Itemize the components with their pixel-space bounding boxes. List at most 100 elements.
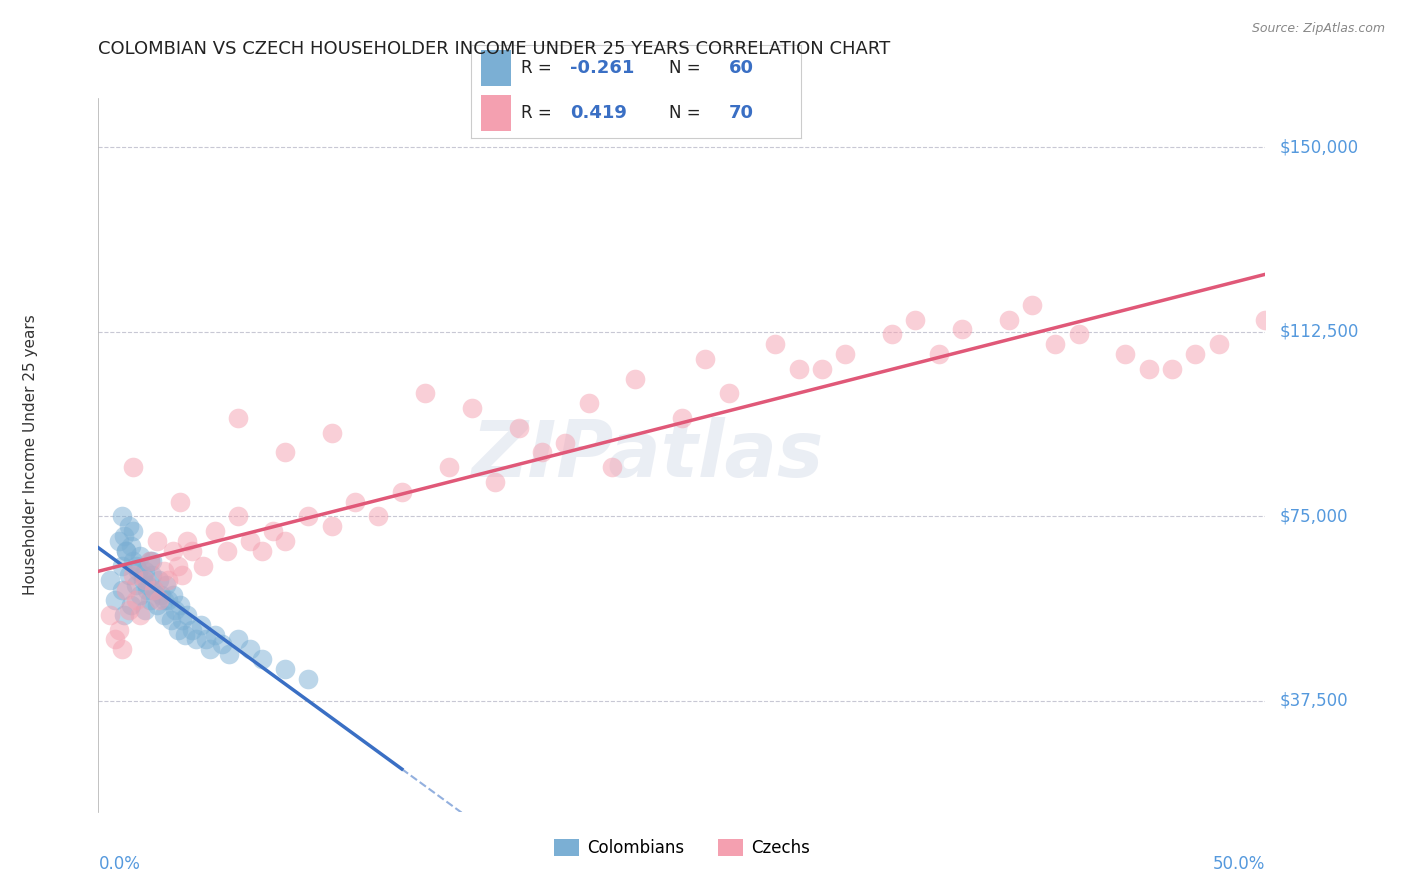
Point <box>274 662 297 676</box>
Point <box>624 371 647 385</box>
Point <box>148 574 170 588</box>
Point <box>173 627 195 641</box>
Point <box>997 312 1019 326</box>
Point <box>215 544 238 558</box>
Point <box>118 568 141 582</box>
Text: 50.0%: 50.0% <box>1213 855 1265 872</box>
Point <box>111 642 134 657</box>
Point <box>1067 327 1090 342</box>
Point <box>98 607 121 622</box>
Point <box>129 607 152 622</box>
Point <box>211 637 233 651</box>
Point <box>155 578 177 592</box>
Point <box>344 494 367 508</box>
Point <box>112 607 135 622</box>
Point <box>108 623 131 637</box>
Point <box>250 544 273 558</box>
Point <box>484 475 506 489</box>
Point <box>122 554 145 568</box>
Point <box>180 623 202 637</box>
Point <box>176 607 198 622</box>
Point <box>190 617 212 632</box>
Point <box>172 613 194 627</box>
Point <box>150 588 173 602</box>
Point <box>950 322 973 336</box>
Point <box>136 578 159 592</box>
Point <box>134 603 156 617</box>
Point <box>928 347 950 361</box>
Point <box>461 401 484 416</box>
Point <box>125 593 148 607</box>
Point <box>139 554 162 568</box>
Point <box>508 421 530 435</box>
Point <box>811 361 834 376</box>
Point <box>228 632 250 647</box>
Point <box>152 564 174 578</box>
Point <box>904 312 927 326</box>
Point <box>1254 312 1277 326</box>
Point <box>1184 347 1206 361</box>
Point <box>98 574 121 588</box>
Point <box>200 642 222 657</box>
Point <box>204 627 226 641</box>
Point <box>136 583 159 598</box>
Text: N =: N = <box>669 104 706 122</box>
Point <box>108 534 131 549</box>
Text: $112,500: $112,500 <box>1279 323 1358 341</box>
Point <box>120 539 142 553</box>
Point <box>413 386 436 401</box>
Text: Source: ZipAtlas.com: Source: ZipAtlas.com <box>1251 22 1385 36</box>
Point <box>578 396 600 410</box>
Point <box>262 524 284 539</box>
Point <box>141 568 163 582</box>
Text: R =: R = <box>520 59 557 77</box>
Text: 60: 60 <box>728 59 754 77</box>
Point <box>321 519 343 533</box>
Text: -0.261: -0.261 <box>571 59 634 77</box>
Text: 70: 70 <box>728 104 754 122</box>
Text: $75,000: $75,000 <box>1279 508 1348 525</box>
Point <box>172 568 194 582</box>
Point <box>1114 347 1136 361</box>
Legend: Colombians, Czechs: Colombians, Czechs <box>547 832 817 864</box>
Text: 0.0%: 0.0% <box>98 855 141 872</box>
Point <box>132 568 155 582</box>
Point <box>169 494 191 508</box>
Point <box>204 524 226 539</box>
Point <box>169 598 191 612</box>
Point <box>166 558 188 573</box>
Point <box>143 583 166 598</box>
Point <box>239 642 262 657</box>
Text: R =: R = <box>520 104 562 122</box>
Point <box>159 613 181 627</box>
Point <box>134 574 156 588</box>
Point <box>111 583 134 598</box>
Point <box>165 603 187 617</box>
Point <box>146 534 169 549</box>
Text: N =: N = <box>669 59 706 77</box>
Point <box>118 603 141 617</box>
Text: ZIPatlas: ZIPatlas <box>471 417 823 493</box>
Point <box>186 632 208 647</box>
Text: COLOMBIAN VS CZECH HOUSEHOLDER INCOME UNDER 25 YEARS CORRELATION CHART: COLOMBIAN VS CZECH HOUSEHOLDER INCOME UN… <box>98 40 890 58</box>
Point <box>112 529 135 543</box>
Text: Householder Income Under 25 years: Householder Income Under 25 years <box>24 315 38 595</box>
Point <box>141 554 163 568</box>
Point <box>162 588 184 602</box>
Point <box>118 519 141 533</box>
Point <box>1045 337 1067 351</box>
Point <box>152 593 174 607</box>
Point <box>717 386 740 401</box>
Text: 0.419: 0.419 <box>571 104 627 122</box>
Point <box>104 632 127 647</box>
Point <box>157 593 180 607</box>
Point <box>122 568 145 582</box>
Point <box>321 425 343 440</box>
Point <box>125 578 148 592</box>
Point <box>437 460 460 475</box>
Point <box>104 593 127 607</box>
Point <box>129 549 152 563</box>
Point <box>180 544 202 558</box>
Point <box>162 544 184 558</box>
Point <box>120 598 142 612</box>
